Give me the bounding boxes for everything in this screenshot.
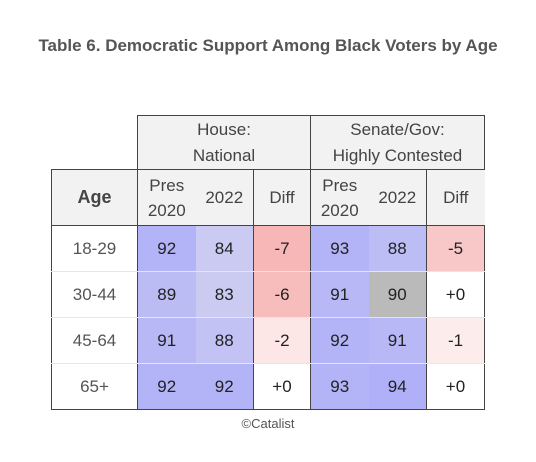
table-row: 65+ 92 92 +0 93 94 +0 <box>51 363 485 410</box>
senate-diff-cell: -1 <box>426 317 485 364</box>
senate-pres-cell: 91 <box>310 271 369 318</box>
group-header-senate-line2: Highly Contested <box>332 145 463 165</box>
senate-2022-cell: 90 <box>368 271 427 318</box>
support-table: House: National Senate/Gov: Highly Conte… <box>51 115 485 410</box>
house-pres-cell: 89 <box>137 271 196 318</box>
row-age: 65+ <box>51 363 138 410</box>
house-2022-cell: 83 <box>195 271 254 318</box>
house-diff-cell: -2 <box>253 317 311 364</box>
senate-2022-cell: 91 <box>368 317 427 364</box>
col-header-house-pres-line1: Pres <box>149 175 185 195</box>
corner-blank <box>52 116 138 170</box>
senate-pres-cell: 93 <box>310 363 369 410</box>
group-header-senate-line1: Senate/Gov: <box>350 119 445 139</box>
house-pres-cell: 92 <box>137 363 196 410</box>
house-diff-cell: -7 <box>253 225 311 272</box>
house-2022-cell: 88 <box>195 317 254 364</box>
col-header-senate-pres-line2: 2020 <box>320 200 359 220</box>
col-header-age: Age <box>51 169 138 226</box>
senate-2022-cell: 94 <box>368 363 427 410</box>
col-header-senate-pres-line1: Pres <box>322 175 358 195</box>
senate-diff-cell: -5 <box>426 225 485 272</box>
group-header-house-line1: House: <box>197 119 251 139</box>
col-header-house-pres-2020: Pres 2020 <box>137 169 196 226</box>
col-header-house-pres-line2: 2020 <box>147 200 186 220</box>
col-header-senate-diff: Diff <box>426 169 485 226</box>
house-2022-cell: 92 <box>195 363 254 410</box>
senate-pres-cell: 92 <box>310 317 369 364</box>
house-diff-cell: +0 <box>253 363 311 410</box>
col-header-senate-2022: 2022 <box>368 169 427 226</box>
row-age: 45-64 <box>51 317 138 364</box>
col-header-house-2022: 2022 <box>195 169 254 226</box>
col-header-senate-pres-2020: Pres 2020 <box>310 169 369 226</box>
group-header-senate-gov: Senate/Gov: Highly Contested <box>310 115 485 170</box>
senate-pres-cell: 93 <box>310 225 369 272</box>
senate-diff-cell: +0 <box>426 271 485 318</box>
house-diff-cell: -6 <box>253 271 311 318</box>
row-age: 30-44 <box>51 271 138 318</box>
footer-credit: ©Catalist <box>241 416 295 431</box>
senate-diff-cell: +0 <box>426 363 485 410</box>
house-2022-cell: 84 <box>195 225 254 272</box>
house-pres-cell: 91 <box>137 317 196 364</box>
group-header-house: House: National <box>137 115 311 170</box>
group-header-house-line2: National <box>192 145 256 165</box>
table-title: Table 6. Democratic Support Among Black … <box>38 36 498 55</box>
table-row: 45-64 91 88 -2 92 91 -1 <box>51 317 485 364</box>
row-age: 18-29 <box>51 225 138 272</box>
senate-2022-cell: 88 <box>368 225 427 272</box>
col-header-house-diff: Diff <box>253 169 311 226</box>
table-row: 30-44 89 83 -6 91 90 +0 <box>51 271 485 318</box>
table-row: 18-29 92 84 -7 93 88 -5 <box>51 225 485 272</box>
house-pres-cell: 92 <box>137 225 196 272</box>
